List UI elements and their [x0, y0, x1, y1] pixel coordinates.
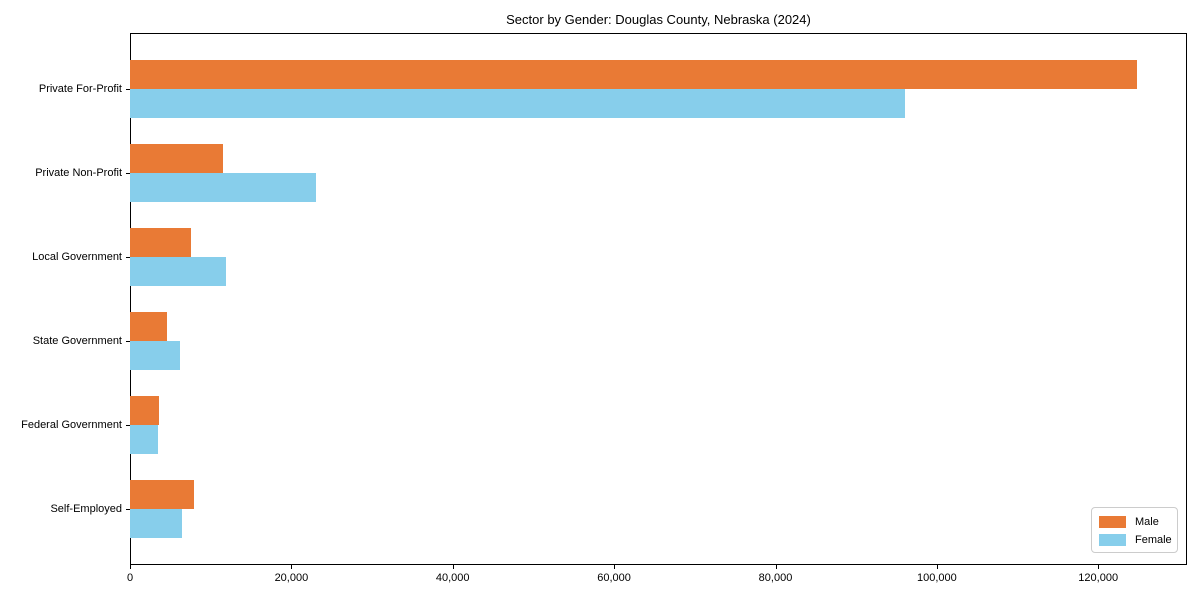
x-tick-label-40000: 40,000 — [435, 572, 470, 584]
x-tick-label-80000: 80,000 — [758, 572, 793, 584]
y-tick-mark — [126, 509, 130, 510]
x-tick-mark — [614, 565, 616, 569]
y-tick-mark — [126, 173, 130, 174]
y-tick-mark — [126, 257, 130, 258]
legend-label-male: Male — [1135, 515, 1159, 528]
x-tick-mark — [1098, 565, 1100, 569]
bar-female-private-non-profit — [130, 173, 316, 202]
chart-title: Sector by Gender: Douglas County, Nebras… — [506, 12, 811, 27]
bar-male-state-government — [130, 312, 168, 341]
bar-male-local-government — [130, 228, 192, 257]
bar-female-state-government — [130, 341, 180, 370]
legend-label-female: Female — [1135, 533, 1172, 546]
y-tick-mark — [126, 341, 130, 342]
legend-swatch-male — [1099, 515, 1126, 528]
x-tick-label-120000: 120,000 — [1078, 572, 1119, 584]
x-tick-label-60000: 60,000 — [597, 572, 631, 584]
y-tick-label-self-employed: Self-Employed — [50, 503, 122, 515]
legend-item-female: Female — [1099, 532, 1172, 547]
plot-area: Private For-Profit Private Non-Profit Loca… — [21, 33, 1187, 584]
y-tick-label-private-for-profit: Private For-Profit — [38, 83, 122, 95]
x-tick-label-0: 0 — [126, 572, 134, 584]
bar-female-self-employed — [130, 509, 182, 538]
x-tick-label-20000: 20,000 — [274, 572, 309, 584]
x-tick-mark — [452, 565, 454, 569]
bar-male-private-for-profit — [130, 60, 1137, 89]
bar-male-federal-government — [130, 396, 159, 425]
y-tick-label-local-government: Local Government — [32, 251, 122, 263]
legend-swatch-female — [1099, 533, 1126, 546]
x-tick-mark — [130, 565, 131, 569]
bar-male-private-non-profit — [130, 144, 223, 173]
bar-female-federal-government — [130, 425, 159, 454]
y-tick-mark — [126, 89, 130, 90]
bar-female-private-for-profit — [130, 89, 905, 118]
y-tick-label-state-government: State Government — [32, 335, 122, 347]
x-tick-label-100000: 100,000 — [917, 572, 957, 584]
legend: Male Female — [1091, 507, 1178, 553]
x-tick-mark — [291, 565, 293, 569]
x-tick-mark — [936, 565, 938, 569]
y-tick-mark — [126, 425, 130, 426]
y-tick-label-federal-government: Federal Government — [21, 419, 122, 431]
bar-male-self-employed — [130, 480, 194, 509]
bar-female-local-government — [130, 257, 226, 286]
y-tick-label-private-non-profit: Private Non-Profit — [35, 167, 122, 179]
x-tick-mark — [775, 565, 777, 569]
legend-item-male: Male — [1099, 514, 1170, 529]
